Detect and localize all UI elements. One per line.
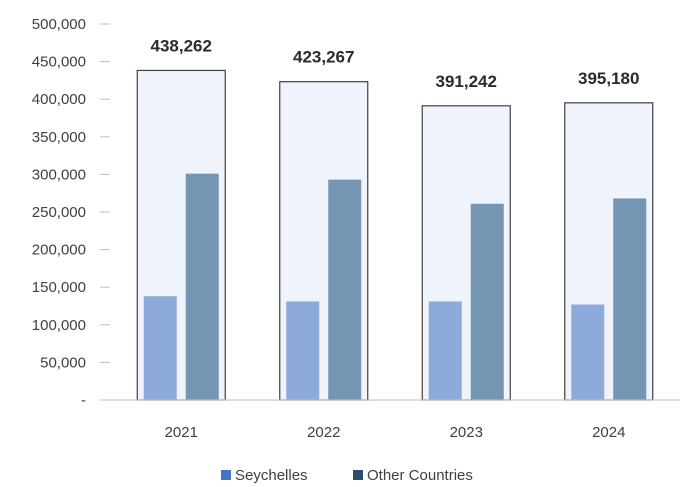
- y-axis: - 50,000 100,000 150,000 200,000 250,000 300,0…: [32, 16, 110, 409]
- total-labels: 438,262 423,267 391,242 395,180: [151, 36, 640, 90]
- legend-item-seychelles: Seychelles: [221, 467, 308, 484]
- legend-swatch: [221, 470, 231, 480]
- bars: [143, 173, 647, 400]
- x-tick-label: 2023: [450, 424, 483, 441]
- y-tick-label: 100,000: [32, 317, 86, 334]
- bar-other-countries-2024: [613, 198, 647, 400]
- bar-seychelles-2022: [286, 301, 320, 400]
- legend-label: Other Countries: [367, 467, 473, 484]
- total-label-2022: 423,267: [293, 48, 354, 67]
- y-tick-label: 400,000: [32, 91, 86, 108]
- y-tick-label: 50,000: [40, 354, 86, 371]
- bar-seychelles-2023: [428, 301, 462, 400]
- legend-label: Seychelles: [235, 467, 308, 484]
- y-tick-label: -: [81, 392, 86, 409]
- total-label-2023: 391,242: [436, 72, 497, 91]
- x-tick-label: 2022: [307, 424, 340, 441]
- bar-other-countries-2023: [470, 203, 504, 400]
- legend: Seychelles Other Countries: [221, 467, 473, 484]
- x-tick-label: 2024: [592, 424, 625, 441]
- bar-seychelles-2024: [571, 304, 605, 400]
- y-tick-label: 300,000: [32, 166, 86, 183]
- y-tick-label: 250,000: [32, 204, 86, 221]
- legend-swatch: [353, 470, 363, 480]
- bar-other-countries-2021: [185, 173, 219, 400]
- x-tick-label: 2021: [165, 424, 198, 441]
- y-tick-label: 450,000: [32, 54, 86, 71]
- total-label-2024: 395,180: [578, 69, 639, 88]
- y-tick-label: 350,000: [32, 129, 86, 146]
- y-tick-label: 200,000: [32, 242, 86, 259]
- y-tick-label: 500,000: [32, 16, 86, 33]
- total-label-2021: 438,262: [151, 36, 212, 55]
- legend-item-other-countries: Other Countries: [353, 467, 473, 484]
- bar-seychelles-2021: [143, 296, 177, 400]
- x-axis: 2021 2022 2023 2024: [110, 399, 680, 441]
- bar-other-countries-2022: [328, 179, 362, 400]
- y-tick-label: 150,000: [32, 279, 86, 296]
